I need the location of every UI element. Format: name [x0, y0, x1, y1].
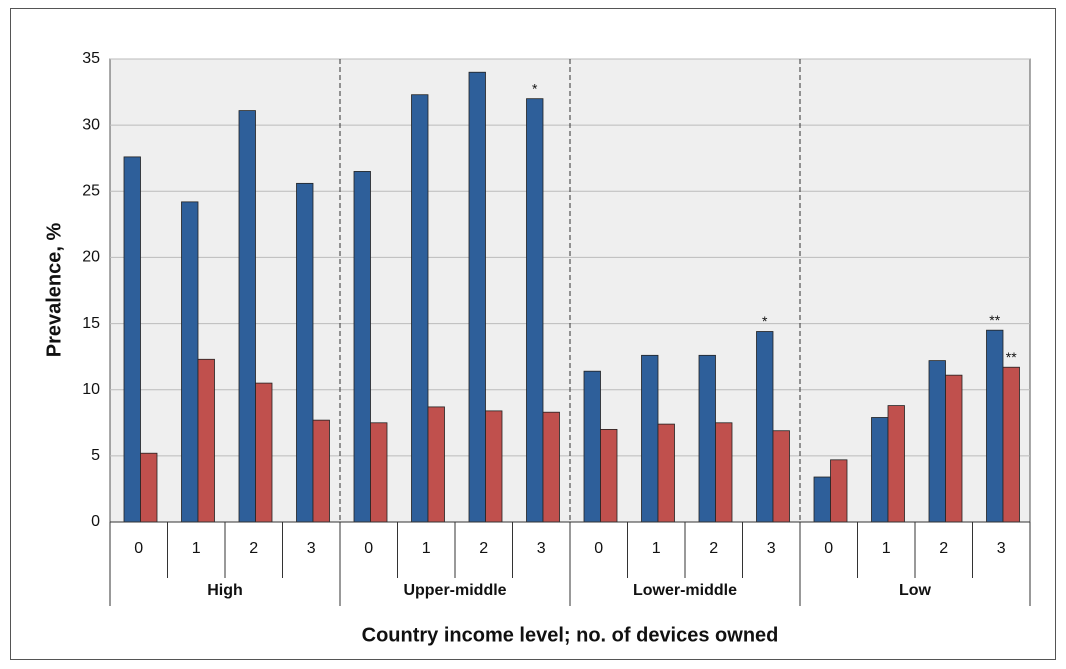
bar	[468, 71, 486, 523]
x-tick-label: 1	[652, 540, 661, 557]
bar	[986, 329, 1004, 523]
bar	[353, 171, 371, 523]
x-tick-label: 3	[767, 540, 776, 557]
y-tick-label: 35	[82, 50, 100, 67]
group-label: Low	[899, 582, 932, 599]
x-tick-label: 1	[422, 540, 431, 557]
y-tick-label: 10	[82, 381, 100, 398]
bar	[715, 422, 733, 523]
bar	[641, 354, 659, 523]
bar	[928, 360, 946, 523]
bar	[945, 374, 963, 523]
x-axis-label: Country income level; no. of devices own…	[362, 624, 779, 646]
group-label: High	[207, 582, 243, 599]
y-tick-label: 30	[82, 116, 100, 133]
bar	[542, 411, 560, 523]
x-tick-label: 2	[479, 540, 488, 557]
x-tick-label: 0	[824, 540, 833, 557]
x-tick-label: 0	[594, 540, 603, 557]
annotation: *	[532, 80, 538, 96]
bar	[600, 428, 618, 523]
bar	[887, 405, 905, 523]
y-tick-label: 25	[82, 183, 100, 200]
y-tick-label: 20	[82, 249, 100, 266]
y-axis-label: Prevalence, %	[43, 223, 65, 358]
bar	[698, 354, 716, 523]
x-tick-label: 3	[537, 540, 546, 557]
bar	[255, 382, 273, 523]
x-tick-label: 3	[307, 540, 316, 557]
bar	[830, 459, 848, 523]
y-tick-label: 15	[82, 315, 100, 332]
bar	[772, 430, 790, 523]
bar	[485, 410, 503, 523]
x-tick-label: 1	[192, 540, 201, 557]
y-tick-label: 5	[91, 447, 100, 464]
annotation: *	[762, 313, 768, 329]
bar	[370, 422, 388, 523]
x-tick-label: 0	[364, 540, 373, 557]
bar	[813, 476, 831, 523]
annotation: **	[989, 312, 1000, 328]
group-label: Lower-middle	[633, 582, 737, 599]
bar	[296, 182, 314, 523]
bar	[427, 406, 445, 523]
bar	[312, 419, 330, 523]
bar	[140, 452, 158, 523]
bar	[181, 201, 199, 523]
annotation: **	[1006, 349, 1017, 365]
group-label: Upper-middle	[403, 582, 506, 599]
x-tick-label: 2	[249, 540, 258, 557]
bar	[657, 423, 675, 523]
bar	[238, 110, 256, 523]
x-tick-label: 3	[997, 540, 1006, 557]
bar	[197, 358, 215, 523]
bar	[411, 94, 429, 523]
bar	[871, 417, 889, 523]
y-tick-label: 0	[91, 513, 100, 530]
x-tick-label: 1	[882, 540, 891, 557]
x-tick-label: 2	[939, 540, 948, 557]
bar	[583, 370, 601, 523]
bar	[123, 156, 141, 523]
bar	[1002, 366, 1020, 523]
bar	[526, 98, 544, 523]
x-tick-label: 2	[709, 540, 718, 557]
bar	[756, 331, 774, 523]
x-tick-label: 0	[134, 540, 143, 557]
